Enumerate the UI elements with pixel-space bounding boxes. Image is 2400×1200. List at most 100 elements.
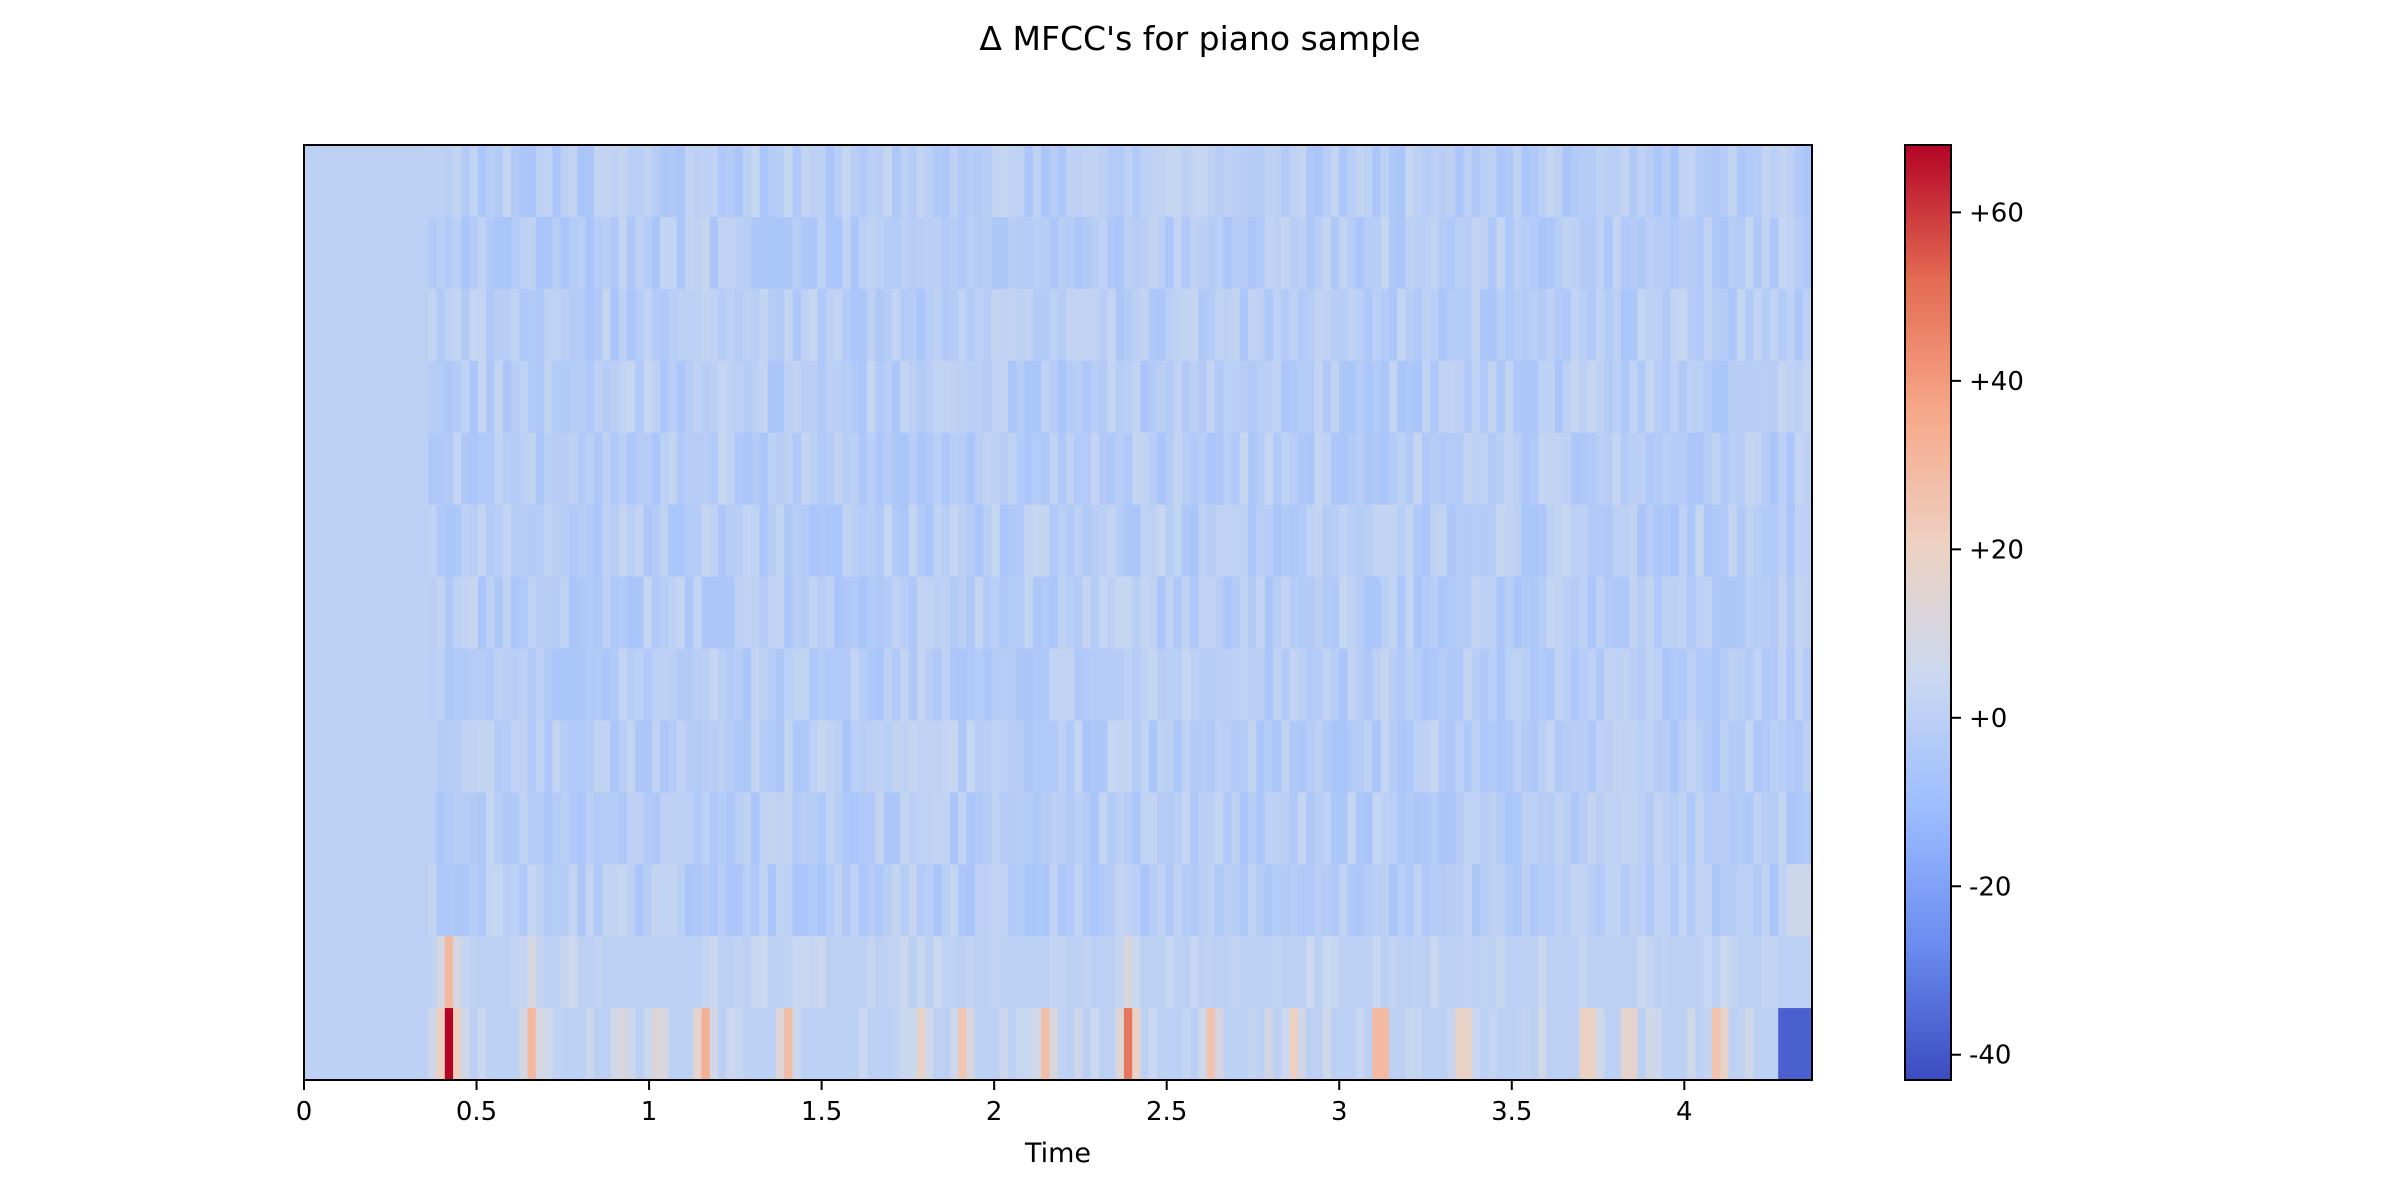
heatmap-cell	[477, 504, 487, 578]
heatmap-cell	[676, 648, 686, 721]
heatmap-cell	[1703, 792, 1713, 865]
heatmap-cell	[1711, 648, 1721, 721]
heatmap-cell	[1248, 216, 1258, 290]
heatmap-cell	[883, 216, 893, 290]
heatmap-cell	[1546, 936, 1556, 1009]
heatmap-cell	[353, 145, 363, 218]
heatmap-cell	[1562, 432, 1572, 506]
heatmap-cell	[825, 576, 835, 650]
heatmap-cell	[1653, 792, 1663, 865]
heatmap-cell	[386, 576, 396, 650]
heatmap-cell	[974, 648, 984, 721]
heatmap-cell	[1604, 936, 1614, 1009]
heatmap-cell	[1239, 576, 1249, 650]
heatmap-cell	[1803, 1008, 1812, 1081]
heatmap-cell	[1438, 1008, 1448, 1081]
heatmap-cell	[949, 1008, 959, 1081]
heatmap-cell	[1612, 864, 1622, 937]
heatmap-cell	[1215, 145, 1224, 218]
heatmap-cell	[850, 648, 860, 721]
heatmap-cell	[1248, 360, 1258, 434]
heatmap-cell	[651, 360, 661, 434]
heatmap-cell	[1380, 216, 1390, 290]
heatmap-cell	[1107, 576, 1117, 650]
heatmap-cell	[842, 504, 852, 578]
heatmap-cell	[1595, 432, 1605, 506]
heatmap-cell	[593, 936, 603, 1009]
heatmap-cell	[1306, 288, 1315, 362]
heatmap-cell	[1455, 1008, 1465, 1081]
heatmap-cell	[1703, 145, 1713, 218]
heatmap-cell	[1455, 216, 1465, 290]
heatmap-cell	[1546, 648, 1556, 721]
heatmap-cell	[453, 720, 462, 793]
x-tick-label: 1.5	[801, 1097, 842, 1127]
heatmap-cell	[701, 1008, 711, 1081]
heatmap-cell	[461, 720, 471, 793]
heatmap-cell	[1703, 360, 1713, 434]
heatmap-cell	[1016, 288, 1026, 362]
heatmap-cell	[1778, 936, 1788, 1009]
heatmap-cell	[1099, 936, 1108, 1009]
heatmap-cell	[1281, 576, 1291, 650]
heatmap-cell	[1687, 864, 1696, 937]
heatmap-cell	[858, 288, 868, 362]
heatmap-cell	[461, 360, 471, 434]
heatmap-cell	[1314, 504, 1324, 578]
heatmap-cell	[1372, 648, 1382, 721]
heatmap-cell	[1272, 288, 1282, 362]
heatmap-cell	[1736, 936, 1746, 1009]
heatmap-cell	[1065, 576, 1075, 650]
heatmap-cell	[560, 864, 570, 937]
heatmap-cell	[436, 145, 446, 218]
heatmap-cell	[1289, 216, 1299, 290]
heatmap-cell	[1612, 145, 1622, 218]
heatmap-cell	[1430, 145, 1440, 218]
heatmap-cell	[734, 288, 744, 362]
heatmap-cell	[709, 936, 719, 1009]
heatmap-cell	[635, 504, 645, 578]
heatmap-cell	[1637, 864, 1647, 937]
heatmap-cell	[395, 145, 404, 218]
heatmap-cell	[1562, 576, 1572, 650]
heatmap-cell	[1670, 648, 1680, 721]
heatmap-cell	[668, 1008, 678, 1081]
heatmap-cell	[1057, 936, 1067, 1009]
heatmap-cell	[1148, 792, 1158, 865]
heatmap-cell	[776, 792, 785, 865]
heatmap-cell	[618, 360, 628, 434]
heatmap-cell	[1041, 216, 1050, 290]
heatmap-cell	[949, 432, 959, 506]
heatmap-cell	[734, 792, 744, 865]
colorbar-tick-label: +60	[1969, 198, 2024, 228]
heatmap-cell	[378, 1008, 388, 1081]
heatmap-cell	[1430, 864, 1440, 937]
heatmap-cell	[453, 288, 462, 362]
heatmap-cell	[1637, 360, 1647, 434]
heatmap-cell	[428, 216, 438, 290]
heatmap-cell	[1314, 720, 1324, 793]
colorbar-tick-label: +20	[1969, 535, 2024, 565]
heatmap-cell	[875, 936, 885, 1009]
heatmap-cell	[751, 432, 761, 506]
heatmap-cell	[378, 288, 388, 362]
heatmap-cell	[1206, 504, 1216, 578]
heatmap-cell	[1653, 864, 1663, 937]
heatmap-cell	[1190, 1008, 1200, 1081]
heatmap-cell	[1662, 360, 1672, 434]
heatmap-cell	[361, 864, 371, 937]
heatmap-cell	[453, 432, 462, 506]
heatmap-cell	[1364, 576, 1373, 650]
heatmap-cell	[626, 864, 636, 937]
heatmap-cell	[552, 792, 562, 865]
heatmap-cell	[1604, 1008, 1614, 1081]
heatmap-cell	[925, 432, 935, 506]
heatmap-cell	[1496, 216, 1506, 290]
heatmap-cell	[494, 216, 504, 290]
heatmap-cell	[1115, 864, 1125, 937]
heatmap-cell	[1355, 648, 1365, 721]
heatmap-cell	[1554, 648, 1564, 721]
heatmap-cell	[1604, 216, 1614, 290]
heatmap-cell	[1587, 648, 1597, 721]
heatmap-cell	[825, 504, 835, 578]
